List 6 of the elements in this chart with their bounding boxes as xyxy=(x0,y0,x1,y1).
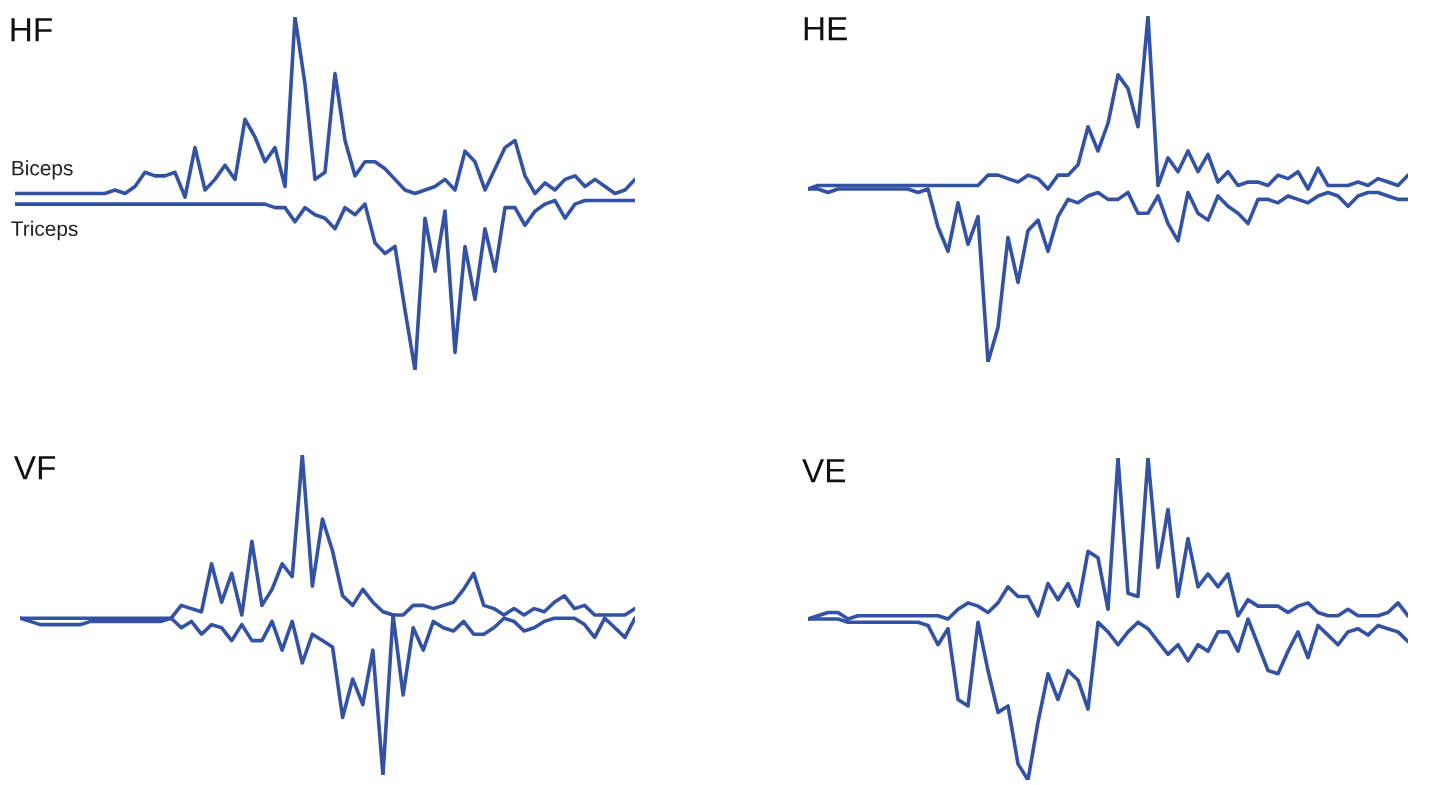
series-label: Biceps xyxy=(12,160,73,180)
series-label: Triceps xyxy=(11,220,78,241)
chart-title: VF xyxy=(14,456,56,480)
chart-title: VE xyxy=(802,459,846,483)
chart-title: HF xyxy=(11,18,52,42)
chart-title: HE xyxy=(804,17,847,41)
